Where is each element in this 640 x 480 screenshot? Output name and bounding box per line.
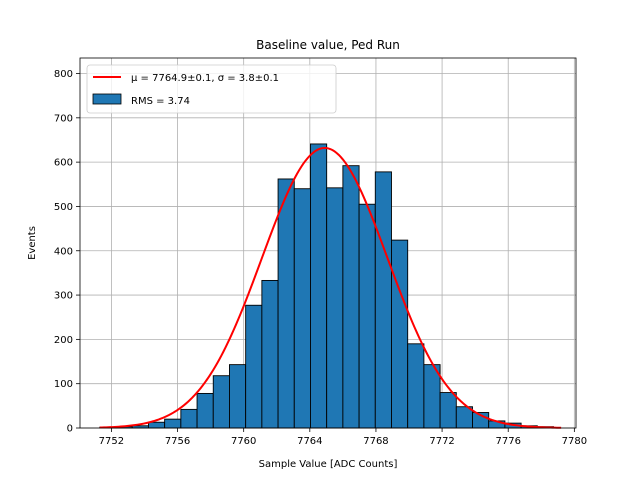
histogram-bar (180, 408, 198, 429)
histogram-bar (310, 143, 328, 429)
histogram-bar (293, 188, 311, 429)
x-axis-ticks: 7752 7756 7760 7764 7768 7772 7776 7780 (99, 428, 587, 447)
histogram-bar (277, 178, 295, 429)
legend-fit-label: μ = 7764.9±0.1, σ = 3.8±0.1 (131, 73, 279, 84)
x-axis-label: Sample Value [ADC Counts] (259, 459, 398, 470)
x-tick-label: 7760 (231, 436, 256, 447)
histogram-bar (245, 304, 263, 429)
y-tick-label: 800 (54, 69, 73, 80)
histogram-bars (99, 143, 554, 429)
histogram-bar (147, 421, 166, 429)
x-tick-label: 7752 (99, 436, 124, 447)
histogram-bar (261, 279, 279, 429)
x-tick-label: 7772 (429, 436, 454, 447)
y-tick-label: 500 (54, 202, 73, 213)
x-tick-label: 7780 (562, 436, 587, 447)
y-tick-label: 600 (54, 158, 73, 169)
histogram-bar (342, 165, 360, 429)
histogram-bar (358, 203, 376, 429)
histogram-bar (439, 392, 457, 429)
x-tick-label: 7768 (363, 436, 388, 447)
y-tick-label: 0 (67, 424, 73, 435)
legend-frame (86, 64, 337, 114)
legend-rms-label: RMS = 3.74 (131, 96, 190, 107)
histogram-bar (326, 187, 344, 429)
y-tick-label: 100 (54, 379, 73, 390)
x-tick-label: 7776 (495, 436, 520, 447)
gaussian-fit-curve (99, 146, 562, 429)
y-axis-label: Events (27, 226, 38, 260)
legend-histogram-swatch (92, 93, 122, 105)
histogram-bar (407, 343, 425, 429)
y-tick-label: 200 (54, 335, 73, 346)
histogram-bar (391, 239, 409, 429)
histogram-bar (196, 392, 214, 429)
chart-title: Baseline value, Ped Run (256, 38, 400, 52)
histogram-bar (374, 171, 392, 429)
histogram-bar (164, 418, 182, 429)
x-tick-label: 7756 (165, 436, 190, 447)
y-axis-ticks: 0 100 200 300 400 500 600 700 800 (54, 69, 80, 435)
y-tick-label: 300 (54, 291, 73, 302)
y-tick-label: 400 (54, 246, 73, 257)
histogram-bar (212, 375, 230, 429)
x-tick-label: 7764 (297, 436, 322, 447)
histogram-bar (229, 364, 247, 429)
y-tick-label: 700 (54, 113, 73, 124)
plot-area-frame (79, 57, 577, 429)
legend: μ = 7764.9±0.1, σ = 3.8±0.1 RMS = 3.74 (86, 64, 337, 114)
